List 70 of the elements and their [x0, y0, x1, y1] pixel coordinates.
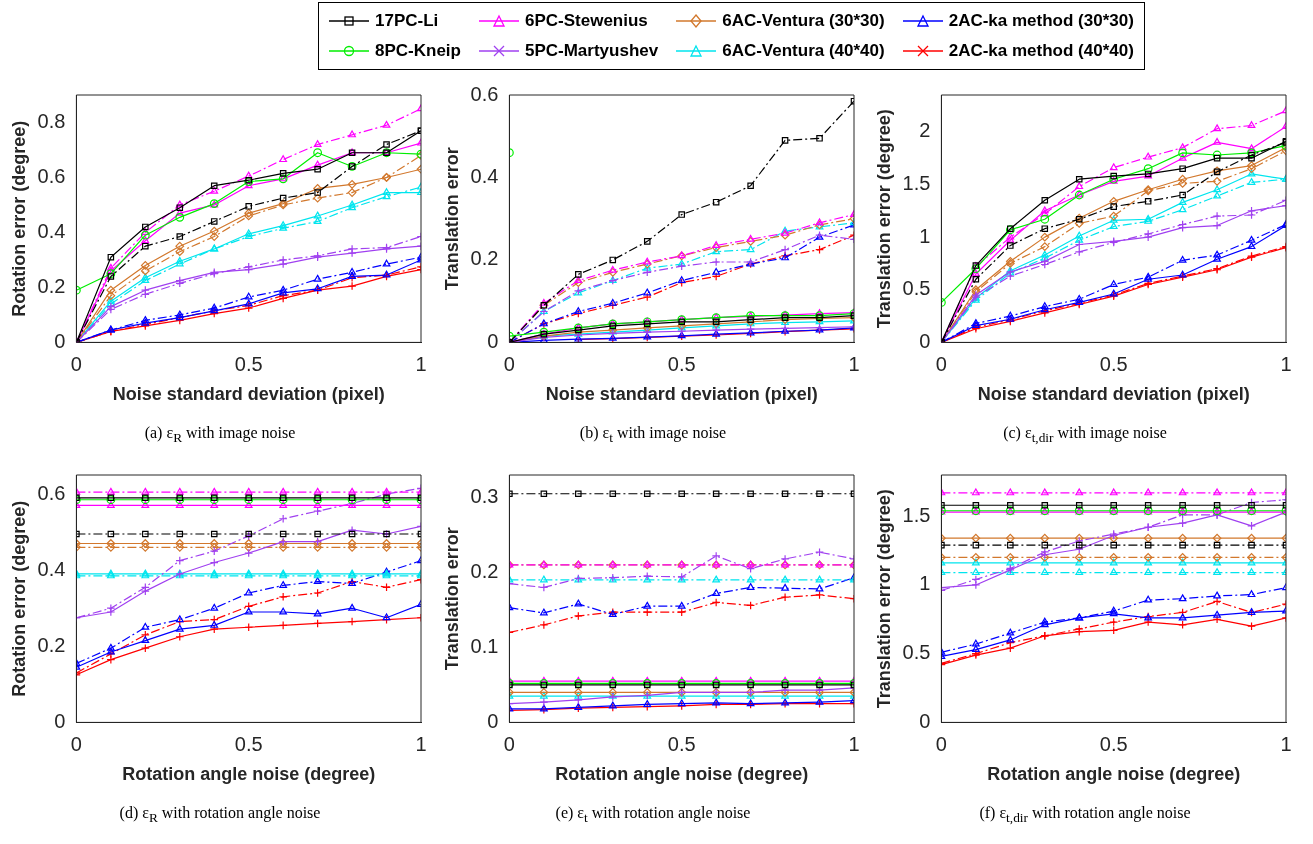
- x-tick-label: 0: [503, 352, 515, 375]
- text: (b) ε$_{t}$ with image noise: [578, 424, 728, 447]
- x-tick-label: 1: [848, 352, 860, 375]
- x-axis-title: Noise standard deviation (pixel): [977, 384, 1250, 405]
- y-tick-label: 0.4: [37, 219, 66, 242]
- x-tick-label: 0: [935, 732, 947, 755]
- x-tick-label: 0.5: [234, 732, 263, 755]
- y-tick-label: 0: [487, 329, 499, 352]
- text: (c) ε$_{t,dir}$ with image noise: [1002, 424, 1168, 447]
- y-tick-label: 0.5: [902, 277, 931, 300]
- x-tick-label: 1: [415, 732, 427, 755]
- x-tick-label: 0.5: [234, 352, 263, 375]
- legend-label: 17PC-Li: [375, 11, 439, 31]
- y-tick-label: 1: [919, 224, 931, 247]
- x-tick-label: 1: [848, 732, 860, 755]
- x-tick-label: 1: [415, 352, 427, 375]
- y-tick-label: 0.2: [37, 274, 66, 297]
- y-axis-title: Rotation error (degree): [8, 500, 29, 697]
- y-tick-label: 0.4: [470, 164, 499, 187]
- y-tick-label: 0.6: [37, 481, 66, 504]
- y-tick-label: 0: [487, 709, 499, 732]
- text: (f) ε$_{t,dir}$ with rotation angle noise: [978, 804, 1192, 827]
- y-axis-title: Translation error: [441, 147, 462, 291]
- y-tick-label: 0.2: [37, 633, 66, 656]
- y-tick-label: 0.6: [37, 164, 66, 187]
- y-tick-label: 1: [919, 572, 931, 595]
- x-tick-label: 0: [503, 732, 515, 755]
- y-tick-label: 0: [919, 709, 931, 732]
- legend-label: 6PC-Stewenius: [524, 11, 648, 31]
- y-tick-label: 2: [919, 119, 931, 142]
- x-axis-title: Rotation angle noise (degree): [122, 764, 376, 785]
- y-tick-label: 0: [54, 329, 66, 352]
- legend-label: 6AC-Ventura (40*40): [722, 41, 885, 61]
- y-tick-label: 0.5: [902, 641, 931, 664]
- x-tick-label: 0.5: [667, 732, 696, 755]
- x-axis-title: Rotation angle noise (degree): [987, 764, 1241, 785]
- x-tick-label: 0: [70, 352, 82, 375]
- y-axis-title: Translation error (degree): [873, 109, 894, 329]
- y-tick-label: 0.3: [470, 485, 499, 508]
- x-axis-title: Noise standard deviation (pixel): [112, 384, 385, 405]
- y-tick-label: 0.2: [470, 247, 499, 270]
- y-axis-title: Translation error (degree): [873, 489, 894, 709]
- legend-label: 2AC-ka method (30*30): [948, 11, 1134, 31]
- y-tick-label: 1.5: [902, 503, 931, 526]
- x-tick-label: 0.5: [1099, 352, 1128, 375]
- x-tick-label: 1: [1280, 352, 1292, 375]
- y-tick-label: 0.6: [470, 82, 499, 105]
- y-tick-label: 0.2: [470, 559, 499, 582]
- text: (a) ε$_{R}$ with image noise: [143, 424, 297, 447]
- x-axis-title: Rotation angle noise (degree): [555, 764, 809, 785]
- y-tick-label: 0: [919, 329, 931, 352]
- legend-label: 6AC-Ventura (30*30): [722, 11, 885, 31]
- text: (e) ε$_{t}$ with rotation angle noise: [554, 804, 752, 827]
- y-tick-label: 0.1: [470, 634, 499, 657]
- x-tick-label: 0: [935, 352, 947, 375]
- y-axis-title: Translation error: [441, 527, 462, 671]
- legend-label: 8PC-Kneip: [375, 41, 461, 61]
- x-tick-label: 0.5: [667, 352, 696, 375]
- y-tick-label: 0: [54, 709, 66, 732]
- text: (d) ε$_{R}$ with rotation angle noise: [118, 804, 322, 827]
- y-tick-label: 1.5: [902, 172, 931, 194]
- y-axis-title: Rotation error (degree): [8, 120, 29, 317]
- x-tick-label: 0.5: [1099, 732, 1128, 755]
- x-tick-label: 1: [1280, 732, 1292, 755]
- x-tick-label: 0: [70, 732, 82, 755]
- legend-label: 5PC-Martyushev: [524, 41, 659, 61]
- x-axis-title: Noise standard deviation (pixel): [545, 384, 818, 405]
- y-tick-label: 0.4: [37, 557, 66, 580]
- legend-label: 2AC-ka method (40*40): [948, 41, 1134, 61]
- y-tick-label: 0.8: [37, 110, 66, 132]
